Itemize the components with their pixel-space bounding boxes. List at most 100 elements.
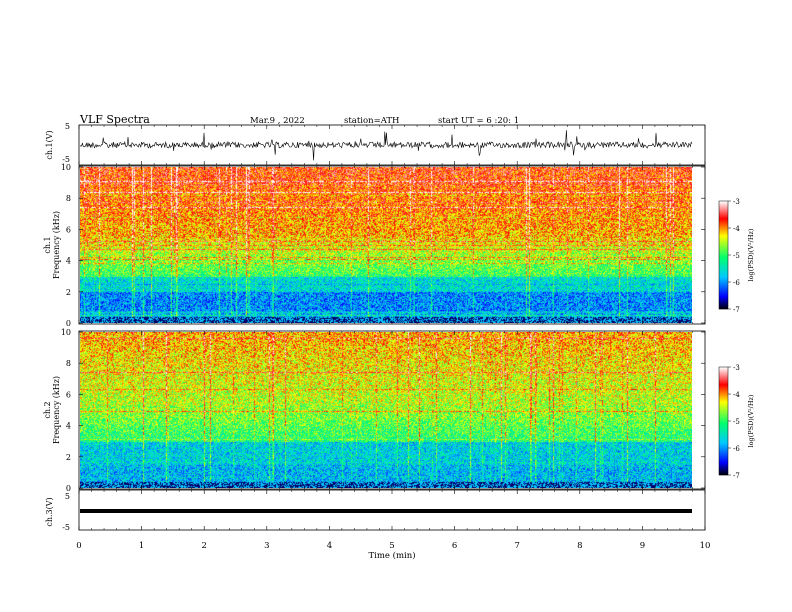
colorbar-segment: [719, 421, 728, 423]
colorbar-segment: [719, 269, 728, 271]
colorbar-tick-label: -4: [733, 225, 740, 233]
colorbar-segment: [719, 400, 728, 402]
colorbar-segment: [719, 237, 728, 239]
colorbar-segment: [719, 261, 728, 263]
colorbar-segment: [719, 245, 728, 247]
colorbar-tick-label: -4: [733, 391, 740, 399]
colorbar-segment: [719, 453, 728, 455]
colorbar-segment: [719, 263, 728, 265]
colorbar-segment: [719, 238, 728, 240]
colorbar-segment: [719, 409, 728, 411]
ch3-waveform-trace: [80, 509, 692, 513]
colorbar-segment: [719, 423, 728, 425]
colorbar-segment: [719, 250, 728, 252]
colorbar-segment: [719, 209, 728, 211]
ch1-waveform-trace: [79, 130, 693, 161]
colorbar-segment: [719, 267, 728, 269]
colorbar-segment: [719, 448, 728, 450]
ch1-spectrogram-yticks: 0 2 4 6 8 10: [61, 163, 705, 328]
colorbar-segment: [719, 446, 728, 448]
colorbar-segment: [719, 254, 728, 256]
colorbar-segment: [719, 255, 728, 257]
ch2-spectrogram-panel: 0 2 4 6 8 10 ch.2 Frequency (kHz): [43, 328, 706, 493]
colorbar-segment: [719, 277, 728, 279]
colorbar-segment: [719, 297, 728, 299]
colorbar-segment: [719, 301, 728, 303]
colorbar-tick-label: -7: [733, 306, 740, 314]
colorbar-segment: [719, 217, 728, 219]
colorbar-segment: [719, 296, 728, 298]
colorbar-segment: [719, 443, 728, 445]
colorbar-segment: [719, 227, 728, 229]
y-tick-label: 4: [66, 422, 71, 431]
colorbar-segment: [719, 374, 728, 376]
colorbar-segment: [719, 371, 728, 373]
colorbar-segment: [719, 447, 728, 449]
colorbar-segment: [719, 424, 728, 426]
colorbar-segment: [719, 226, 728, 228]
colorbar-segment: [719, 286, 728, 288]
ch1-spectrogram-image: [80, 167, 692, 323]
x-tick-label: 4: [327, 541, 332, 551]
colorbar-segment: [719, 468, 728, 470]
colorbar-segment: [719, 441, 728, 443]
colorbar-segment: [719, 432, 728, 434]
colorbar-segment: [719, 230, 728, 232]
ch2-spectrogram-ylabel: Frequency (kHz): [52, 376, 61, 444]
ch2-spectrogram-image: [80, 332, 692, 488]
colorbar-segment: [719, 292, 728, 294]
colorbar-tick-label: -6: [733, 445, 740, 453]
colorbar-segment: [719, 218, 728, 220]
colorbar-segment: [719, 270, 728, 272]
x-tick-label: 5: [389, 541, 394, 551]
colorbar-segment: [719, 472, 728, 474]
colorbar-tick-label: -7: [733, 472, 740, 480]
colorbar-segment: [719, 201, 728, 203]
colorbar-segment: [719, 205, 728, 207]
colorbar-segment: [719, 279, 728, 281]
colorbar-segment: [719, 431, 728, 433]
colorbar-segment: [719, 281, 728, 283]
colorbar-tick-label: -5: [733, 418, 740, 426]
colorbar-segment: [719, 231, 728, 233]
colorbar-segment: [719, 392, 728, 394]
colorbar-segment: [719, 303, 728, 305]
ch1-spectrogram-label-ch: ch.1: [43, 236, 52, 253]
colorbar-segment: [719, 289, 728, 291]
ch1-ylabel: ch.1(V): [45, 130, 54, 159]
ch2-colorbar: -3 -4 -5 -6 -7 log(PSD)(V²/Hz): [718, 364, 755, 480]
colorbar-segment: [719, 417, 728, 419]
colorbar-segment: [719, 291, 728, 293]
ch3-ylabel: ch.3(V): [45, 497, 54, 526]
y-tick-label: 4: [66, 257, 71, 266]
colorbar-segment: [719, 464, 728, 466]
colorbar-segment: [719, 394, 728, 396]
colorbar-segment: [719, 285, 728, 287]
colorbar-segment: [719, 272, 728, 274]
colorbar-segment: [719, 381, 728, 383]
colorbar-segment: [719, 389, 728, 391]
colorbar-segment: [719, 248, 728, 250]
colorbar-segment: [719, 373, 728, 375]
colorbar-segment: [719, 246, 728, 248]
colorbar-segment: [719, 399, 728, 401]
colorbar-segment: [719, 243, 728, 245]
colorbar-segment: [719, 390, 728, 392]
colorbar-segment: [719, 262, 728, 264]
colorbar-segment: [719, 259, 728, 261]
colorbar-segment: [719, 415, 728, 417]
colorbar-segment: [719, 207, 728, 209]
colorbar-segment: [719, 458, 728, 460]
colorbar-segment: [719, 370, 728, 372]
colorbar-segment: [719, 214, 728, 216]
colorbar-segment: [719, 220, 728, 222]
colorbar-segment: [719, 273, 728, 275]
ch2-spectrogram-label-ch: ch.2: [43, 401, 52, 418]
colorbar-segment: [719, 244, 728, 246]
colorbar-segment: [719, 461, 728, 463]
colorbar-segment: [719, 460, 728, 462]
x-tick-label: 8: [577, 541, 582, 551]
colorbar-segment: [719, 372, 728, 374]
colorbar-segment: [719, 438, 728, 440]
colorbar-tick-label: -3: [733, 198, 740, 206]
